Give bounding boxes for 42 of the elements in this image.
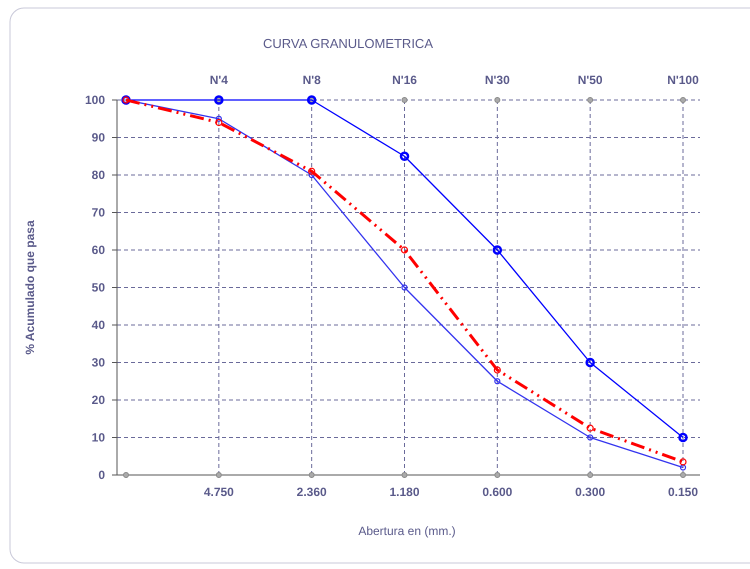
point — [216, 116, 222, 122]
point — [492, 245, 502, 255]
point — [678, 432, 688, 442]
y-tick-label: 40 — [92, 318, 106, 332]
text: N'30 — [484, 73, 510, 87]
point — [680, 464, 686, 471]
x-axis-title: Abertura en (mm.) — [358, 524, 456, 538]
y-tick-label: 0 — [98, 468, 106, 482]
point — [400, 246, 408, 254]
point — [679, 458, 687, 466]
text: N'8 — [302, 73, 322, 87]
text: N'16 — [392, 73, 418, 87]
point — [587, 434, 594, 441]
point — [215, 118, 222, 126]
x-tick-label: 4.750 — [204, 485, 234, 499]
text: N'4 — [210, 73, 228, 87]
x-tick-label: 1.180 — [389, 485, 420, 499]
y-tick-label: 10 — [92, 430, 106, 444]
point — [494, 378, 500, 384]
text: N'100 — [667, 73, 700, 87]
chart-title: CURVA GRANULOMETRICA — [263, 36, 434, 51]
x-tick-label: 2.360 — [296, 485, 328, 499]
text: N'50 — [578, 73, 603, 87]
y-tick-label: 100 — [84, 93, 106, 107]
point — [494, 366, 501, 374]
y-tick-label: 20 — [92, 393, 106, 407]
point — [586, 424, 594, 432]
point — [401, 284, 408, 291]
y-tick-label: 80 — [92, 168, 106, 182]
x-tick-label: 0.600 — [482, 485, 513, 499]
y-tick-label: 60 — [92, 243, 106, 257]
y-tick-label: 90 — [92, 130, 106, 144]
y-tick-label: 30 — [92, 356, 106, 370]
point — [308, 168, 316, 175]
point — [308, 172, 315, 178]
y-axis-title: % Acumulado que pasa — [23, 220, 37, 355]
y-tick-label: 50 — [92, 280, 106, 294]
point — [585, 358, 595, 368]
x-tick-label: 0.150 — [668, 485, 698, 499]
y-tick-label: 70 — [92, 206, 106, 220]
point — [400, 152, 410, 161]
x-tick-label: 0.300 — [575, 485, 606, 499]
